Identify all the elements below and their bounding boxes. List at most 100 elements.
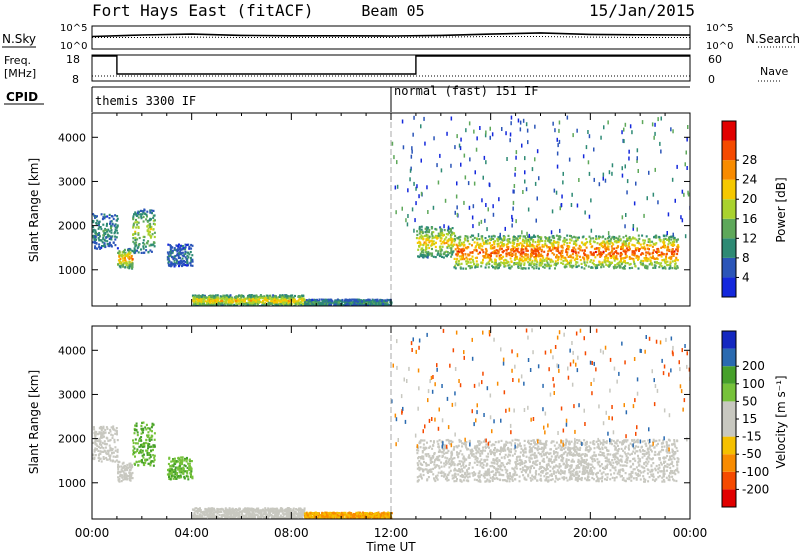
scatter-cell-302 — [150, 449, 152, 452]
scatter-cell-2576 — [607, 237, 609, 240]
scatter-cell-366 — [137, 226, 140, 229]
scatter-cell-118 — [114, 449, 117, 452]
scatter-cell-2960 — [540, 264, 542, 267]
scatter-cell-3199 — [466, 236, 469, 239]
scatter-cell-2880 — [471, 258, 474, 261]
scatter-cell-3603 — [511, 214, 513, 219]
scatter-cell-196 — [126, 468, 129, 472]
scatter-cell-1801 — [353, 300, 356, 303]
scatter-cell-3489 — [628, 242, 631, 245]
scatter-cell-1664 — [327, 298, 330, 301]
scatter-cell-751 — [207, 508, 210, 512]
scatter-cell-493 — [181, 257, 184, 260]
scatter-cell-2001 — [419, 235, 422, 238]
scatter-cell-25 — [116, 215, 119, 218]
scatter-cell-3437 — [612, 254, 615, 257]
scatter-cell-1212 — [290, 294, 292, 297]
scatter-cell-488 — [179, 250, 182, 253]
scatter-cell-1072 — [245, 297, 247, 300]
scatter-cell-11 — [116, 232, 119, 235]
scatter-cell-2921 — [620, 253, 623, 256]
scatter-cell-2461 — [601, 244, 604, 248]
scatter-cell-2575 — [578, 244, 581, 247]
scatter-cell-3757 — [623, 139, 625, 144]
scatter-cell-3422 — [539, 255, 542, 258]
scatter-cell-2548 — [627, 245, 630, 248]
scatter-cell-623 — [280, 298, 283, 301]
scatter-cell-101 — [116, 450, 119, 454]
scatter-cell-3294 — [545, 244, 548, 247]
scatter-cell-2983 — [574, 248, 577, 251]
scatter-cell-2065 — [423, 234, 426, 237]
scatter-cell-3106 — [591, 261, 594, 265]
scatter-cell-2882 — [529, 259, 531, 262]
scatter-cell-3416 — [623, 259, 626, 263]
scatter-cell-3586 — [621, 173, 624, 178]
scatter-cell-2531 — [613, 237, 616, 241]
scatter-cell-98 — [110, 215, 113, 218]
scatter-cell-2758 — [460, 248, 463, 251]
scatter-cell-1263 — [203, 295, 206, 298]
scatter-cell-824 — [250, 294, 253, 297]
scatter-cell-3445 — [608, 239, 611, 242]
scatter-cell-75 — [102, 425, 105, 428]
scatter-cell-2868 — [608, 262, 611, 265]
scatter-cell-3650 — [512, 200, 515, 205]
scatter-cell-322 — [145, 249, 148, 252]
scatter-cell-18 — [101, 434, 104, 437]
scatter-cell-2821 — [571, 236, 574, 239]
scatter-cell-3104 — [542, 245, 545, 248]
scatter-cell-2942 — [455, 262, 458, 265]
scatter-cell-206 — [126, 474, 129, 477]
scatter-cell-1223 — [192, 303, 195, 306]
scatter-cell-33 — [111, 447, 114, 451]
scatter-cell-3255 — [604, 242, 607, 245]
scatter-cell-124 — [94, 236, 97, 239]
scatter-cell-248 — [124, 253, 126, 256]
scatter-cell-103 — [93, 426, 95, 429]
scatter-cell-1969 — [440, 253, 442, 256]
scatter-cell-1380 — [304, 304, 307, 306]
scatter-cell-3331 — [537, 253, 540, 256]
scatter-cell-3111 — [676, 250, 679, 253]
scatter-cell-549 — [191, 258, 194, 261]
scatter-cell-3071 — [455, 258, 458, 261]
scatter-cell-3395 — [630, 257, 633, 260]
scatter-cell-973 — [200, 304, 203, 306]
scatter-cell-327 — [149, 460, 152, 463]
scatter-cell-2022 — [418, 232, 421, 235]
scatter-cell-2736 — [543, 266, 546, 269]
scatter-cell-231 — [122, 478, 125, 481]
scatter-cell-265 — [148, 457, 151, 460]
scatter-cell-575 — [294, 512, 297, 515]
scatter-cell-400 — [188, 247, 191, 250]
scatter-cell-242 — [130, 465, 132, 468]
scatter-cell-3690 — [624, 164, 626, 169]
scatter-cell-3428 — [661, 252, 664, 255]
scatter-cell-221 — [128, 267, 131, 270]
scatter-cell-254 — [118, 250, 121, 253]
scatter-cell-1905 — [427, 250, 430, 254]
scatter-cell-295 — [147, 434, 150, 437]
scatter-cell-2884 — [584, 263, 587, 266]
scatter-cell-3503 — [464, 235, 467, 238]
scatter-cell-80 — [95, 222, 98, 225]
scatter-cell-733 — [248, 295, 251, 298]
scatter-cell-2553 — [646, 259, 649, 262]
scatter-cell-3276 — [666, 245, 669, 248]
scatter-cell-464 — [184, 470, 187, 473]
scatter-cell-2946 — [513, 238, 516, 241]
scatter-cell-3383 — [499, 245, 502, 248]
scatter-cell-2079 — [451, 251, 454, 254]
scatter-cell-3777 — [432, 205, 435, 210]
scatter-cell-3726 — [525, 187, 528, 192]
scatter-cell-2376 — [611, 236, 614, 239]
scatter-cell-2973 — [661, 259, 664, 262]
scatter-cell-3725 — [611, 171, 613, 176]
scatter-cell-3410 — [465, 267, 467, 270]
scatter-cell-1082 — [259, 513, 262, 516]
scatter-cell-885 — [292, 509, 295, 512]
scatter-cell-2894 — [529, 257, 532, 260]
scatter-cell-1825 — [329, 303, 332, 306]
